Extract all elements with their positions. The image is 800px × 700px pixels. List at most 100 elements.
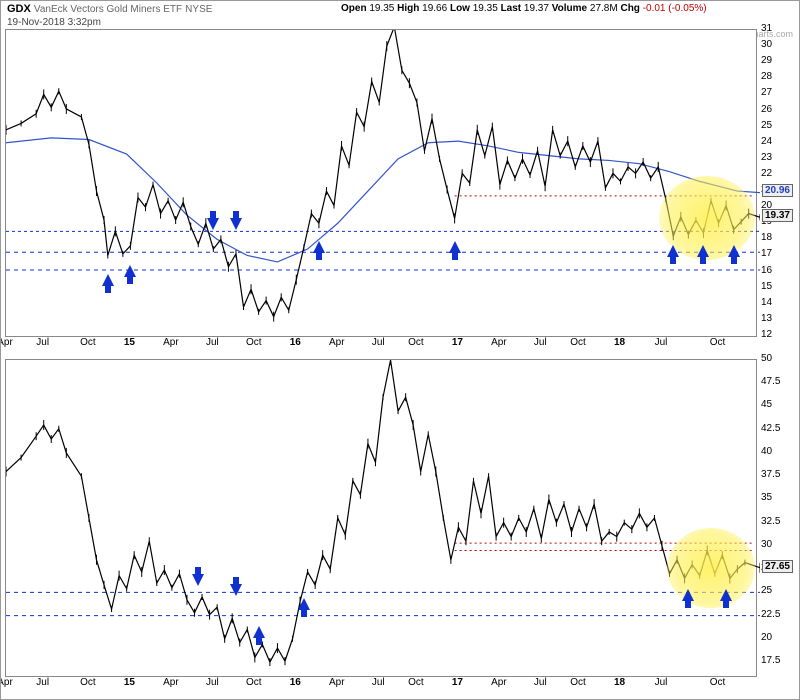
ytick: 47.5	[761, 376, 795, 387]
xtick: Oct	[710, 677, 726, 688]
xtick: Apr	[329, 337, 345, 348]
arrow-up-icon	[449, 241, 461, 253]
vol-val: 27.8M	[590, 3, 618, 14]
xtick: 17	[452, 337, 463, 348]
last-price-tag: 27.65	[762, 560, 793, 573]
xtick: Oct	[710, 337, 726, 348]
xtick: Oct	[408, 337, 424, 348]
last-val: 19.37	[524, 3, 549, 14]
ytick: 18	[761, 232, 795, 243]
xtick: Jul	[655, 337, 668, 348]
xtick: Jul	[36, 677, 49, 688]
xtick: Jul	[534, 677, 547, 688]
last-label: Last	[501, 3, 522, 14]
xtick: 17	[452, 677, 463, 688]
xtick: Apr	[491, 677, 507, 688]
arrow-down-icon	[192, 574, 204, 586]
arrow-up-icon	[728, 245, 740, 257]
xtick: Jul	[655, 677, 668, 688]
xtick: Apr	[491, 337, 507, 348]
xaxis-bot: AprJulOct15AprJulOct16AprJulOct17AprJulO…	[5, 677, 757, 691]
xtick: Oct	[570, 677, 586, 688]
arrow-up-icon	[682, 589, 694, 601]
ytick: 24	[761, 136, 795, 147]
xtick: Apr	[0, 337, 13, 348]
ytick: 16	[761, 265, 795, 276]
vol-label: Volume	[552, 3, 587, 14]
xtick: Oct	[80, 677, 96, 688]
xtick: 16	[290, 677, 301, 688]
arrow-down-icon	[230, 218, 242, 230]
open-label: Open	[341, 3, 367, 14]
arrow-up-icon	[313, 241, 325, 253]
ytick: 30	[761, 539, 795, 550]
symbol: GDX	[7, 3, 31, 15]
ytick: 45	[761, 399, 795, 410]
xtick: Oct	[570, 337, 586, 348]
arrow-up-icon	[102, 274, 114, 286]
ytick: 26	[761, 104, 795, 115]
arrow-up-icon	[667, 245, 679, 257]
ytick: 29	[761, 55, 795, 66]
ytick: 37.5	[761, 469, 795, 480]
low-label: Low	[450, 3, 470, 14]
xaxis-top: AprJulOct15AprJulOct16AprJulOct17AprJulO…	[5, 337, 757, 351]
ytick: 22.5	[761, 609, 795, 620]
xtick: Jul	[372, 337, 385, 348]
chart-frame: GDX VanEck Vectors Gold Miners ETF NYSE …	[0, 0, 800, 700]
ytick: 40	[761, 446, 795, 457]
arrow-up-icon	[124, 265, 136, 277]
last-price-tag: 19.37	[762, 209, 793, 222]
xtick: Apr	[329, 677, 345, 688]
high-val: 19.66	[422, 3, 447, 14]
ma-price-tag: 20.96	[762, 184, 793, 197]
exchange: NYSE	[185, 4, 212, 15]
xtick: Jul	[36, 337, 49, 348]
xtick: Jul	[206, 677, 219, 688]
xtick: Oct	[246, 337, 262, 348]
ohlc-bar: Open 19.35 High 19.66 Low 19.35 Last 19.…	[341, 3, 707, 14]
price-panel-gdx	[5, 29, 757, 337]
low-val: 19.35	[473, 3, 498, 14]
ytick: 50	[761, 353, 795, 364]
timestamp: 19-Nov-2018 3:32pm	[7, 17, 101, 28]
xtick: Apr	[163, 677, 179, 688]
ytick: 12	[761, 329, 795, 340]
xtick: Jul	[206, 337, 219, 348]
xtick: 18	[614, 337, 625, 348]
arrow-down-icon	[230, 584, 242, 596]
ytick: 20	[761, 632, 795, 643]
ytick: 28	[761, 71, 795, 82]
ytick: 13	[761, 313, 795, 324]
xtick: Oct	[80, 337, 96, 348]
chg-label: Chg	[620, 3, 639, 14]
arrow-up-icon	[298, 598, 310, 610]
xtick: Jul	[372, 677, 385, 688]
ytick: 27	[761, 87, 795, 98]
arrow-down-icon	[207, 218, 219, 230]
ytick: 15	[761, 281, 795, 292]
security-name: VanEck Vectors Gold Miners ETF	[34, 4, 182, 15]
ytick: 25	[761, 120, 795, 131]
arrow-up-icon	[697, 245, 709, 257]
price-panel-gdxj	[5, 359, 757, 677]
open-val: 19.35	[369, 3, 394, 14]
arrow-up-icon	[253, 626, 265, 638]
xtick: Oct	[246, 677, 262, 688]
xtick: 16	[290, 337, 301, 348]
ytick: 31	[761, 23, 795, 34]
xtick: 18	[614, 677, 625, 688]
ytick: 22	[761, 168, 795, 179]
xtick: Jul	[534, 337, 547, 348]
ytick: 17.5	[761, 655, 795, 666]
arrow-up-icon	[720, 589, 732, 601]
ytick: 23	[761, 152, 795, 163]
high-label: High	[397, 3, 419, 14]
ytick: 42.5	[761, 423, 795, 434]
ytick: 30	[761, 39, 795, 50]
xtick: Apr	[163, 337, 179, 348]
ytick: 35	[761, 492, 795, 503]
xtick: 15	[124, 677, 135, 688]
ytick: 32.5	[761, 516, 795, 527]
xtick: Oct	[408, 677, 424, 688]
